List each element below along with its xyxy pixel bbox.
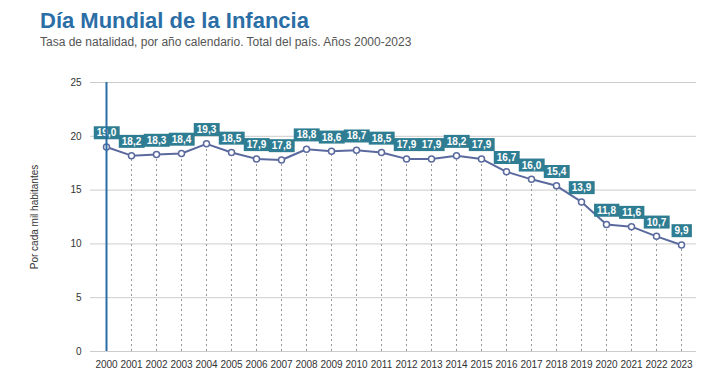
svg-text:2023: 2023 <box>670 359 693 370</box>
svg-text:18,7: 18,7 <box>347 130 367 141</box>
svg-text:17,9: 17,9 <box>397 139 417 150</box>
svg-text:18,2: 18,2 <box>122 136 142 147</box>
svg-text:10: 10 <box>70 238 82 249</box>
svg-text:2015: 2015 <box>470 359 493 370</box>
svg-text:25: 25 <box>70 77 82 88</box>
svg-text:10,7: 10,7 <box>647 217 667 228</box>
svg-text:2001: 2001 <box>120 359 143 370</box>
svg-text:17,9: 17,9 <box>422 139 442 150</box>
svg-text:2002: 2002 <box>145 359 168 370</box>
svg-text:2009: 2009 <box>320 359 343 370</box>
svg-text:9,9: 9,9 <box>675 225 689 236</box>
svg-text:19,0: 19,0 <box>96 127 117 139</box>
svg-text:2010: 2010 <box>345 359 368 370</box>
svg-text:11,8: 11,8 <box>597 205 616 216</box>
svg-text:2000: 2000 <box>95 359 118 370</box>
svg-text:0: 0 <box>76 346 82 357</box>
svg-text:2019: 2019 <box>570 359 593 370</box>
svg-text:2014: 2014 <box>445 359 468 370</box>
svg-text:11,6: 11,6 <box>622 207 641 218</box>
svg-text:2004: 2004 <box>195 359 218 370</box>
svg-text:20: 20 <box>70 131 82 142</box>
svg-text:18,3: 18,3 <box>147 135 167 146</box>
svg-text:17,9: 17,9 <box>472 139 492 150</box>
svg-text:2007: 2007 <box>270 359 293 370</box>
svg-text:2018: 2018 <box>545 359 568 370</box>
svg-text:2020: 2020 <box>595 359 618 370</box>
svg-text:5: 5 <box>76 292 82 303</box>
svg-text:2008: 2008 <box>295 359 318 370</box>
svg-text:Por cada mil habitantes: Por cada mil habitantes <box>29 165 40 270</box>
html-text:Tasa de natalidad, por año cal: Tasa de natalidad, por año calendario. T… <box>40 35 412 49</box>
svg-text:17,8: 17,8 <box>272 140 292 151</box>
svg-text:2022: 2022 <box>645 359 668 370</box>
svg-text:18,8: 18,8 <box>297 129 317 140</box>
svg-text:2013: 2013 <box>420 359 443 370</box>
svg-text:2006: 2006 <box>245 359 268 370</box>
svg-text:16,0: 16,0 <box>522 160 542 171</box>
svg-text:15: 15 <box>70 184 82 195</box>
svg-text:17,9: 17,9 <box>247 139 267 150</box>
svg-text:2005: 2005 <box>220 359 243 370</box>
svg-text:18,4: 18,4 <box>172 134 192 145</box>
svg-text:15,4: 15,4 <box>547 166 567 177</box>
svg-text:2021: 2021 <box>620 359 643 370</box>
svg-text:16,7: 16,7 <box>497 152 517 163</box>
svg-text:18,5: 18,5 <box>222 133 242 144</box>
svg-text:2016: 2016 <box>495 359 518 370</box>
svg-text:18,2: 18,2 <box>447 136 467 147</box>
svg-text:2011: 2011 <box>371 359 393 370</box>
html-text:Día Mundial de la Infancia: Día Mundial de la Infancia <box>40 8 309 33</box>
svg-text:2003: 2003 <box>170 359 193 370</box>
svg-text:13,9: 13,9 <box>572 182 592 193</box>
svg-text:2017: 2017 <box>520 359 543 370</box>
svg-text:19,3: 19,3 <box>197 124 217 135</box>
svg-text:18,5: 18,5 <box>372 133 392 144</box>
svg-text:18,6: 18,6 <box>322 132 342 143</box>
svg-text:2012: 2012 <box>395 359 418 370</box>
